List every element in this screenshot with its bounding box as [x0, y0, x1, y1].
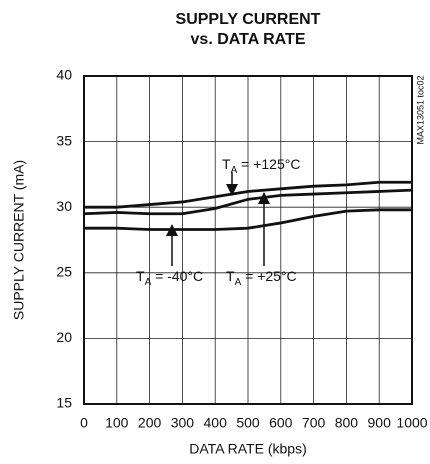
label-part: T	[222, 156, 231, 172]
x-tick-label: 800	[335, 415, 359, 431]
x-axis-label: DATA RATE (kbps)	[189, 441, 306, 457]
y-tick-label: 40	[56, 67, 72, 83]
label-part: = -40°C	[151, 268, 203, 284]
label-part: T	[136, 268, 145, 284]
x-tick-label: 700	[302, 415, 326, 431]
y-tick-label: 15	[56, 395, 72, 411]
x-tick-label: 500	[236, 415, 260, 431]
label-part: = +125°C	[237, 156, 300, 172]
x-tick-label: 600	[269, 415, 293, 431]
series-label: TA = -40°C	[136, 268, 203, 288]
x-tick-label: 0	[80, 415, 88, 431]
side-note: MAX13051 toc02	[415, 75, 425, 144]
x-tick-label: 1000	[396, 415, 427, 431]
y-tick-label: 30	[56, 198, 72, 214]
label-subscript: A	[235, 277, 242, 288]
chart-title: SUPPLY CURRENT	[176, 11, 321, 28]
y-tick-label: 35	[56, 132, 72, 148]
label-subscript: A	[231, 165, 238, 176]
plot-frame	[83, 75, 413, 405]
x-tick-label: 900	[368, 415, 392, 431]
label-subscript: A	[145, 277, 152, 288]
x-tick-label: 100	[105, 415, 129, 431]
y-tick-label: 20	[56, 329, 72, 345]
chart-subtitle: vs. DATA RATE	[191, 31, 306, 48]
series-label: TA = +25°C	[226, 268, 297, 288]
y-tick-label: 25	[56, 264, 72, 280]
y-axis-label: SUPPLY CURRENT (mA)	[11, 160, 27, 320]
x-tick-label: 200	[138, 415, 162, 431]
label-part: = +25°C	[241, 268, 296, 284]
series-label: TA = +125°C	[222, 156, 300, 176]
x-tick-label: 400	[204, 415, 228, 431]
label-part: T	[226, 268, 235, 284]
series-line	[84, 208, 412, 231]
series-line	[84, 180, 412, 209]
x-tick-label: 300	[171, 415, 195, 431]
series-line	[83, 188, 413, 216]
